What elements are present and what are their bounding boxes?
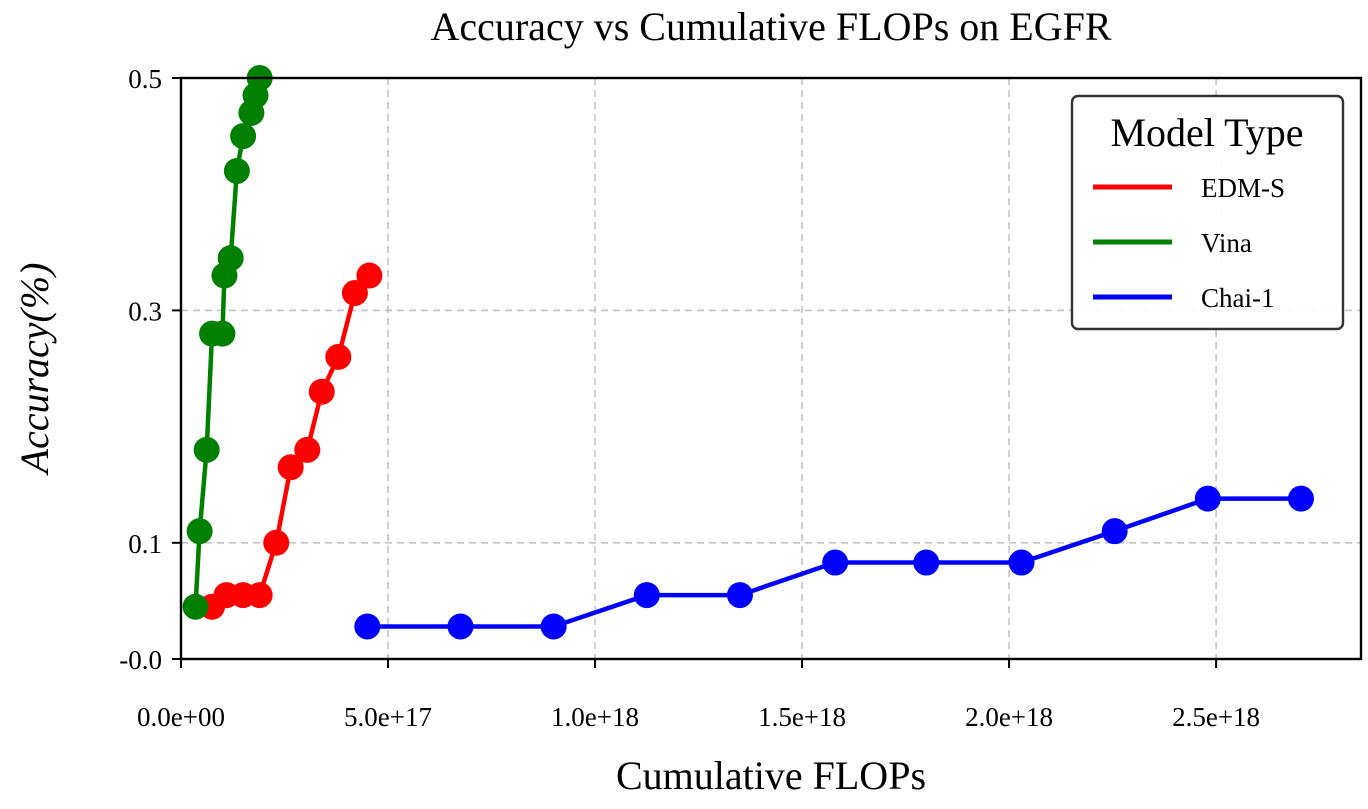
x-axis-ticks: 0.0e+00 5.0e+17 1.0e+18 1.5e+18 2.0e+18 2.5e+… bbox=[137, 659, 1260, 732]
data-point bbox=[193, 436, 220, 463]
x-tick-label: 2.5e+18 bbox=[1172, 702, 1260, 732]
x-axis-label: Cumulative FLOPs bbox=[616, 753, 926, 798]
data-point bbox=[230, 123, 257, 150]
chart-title: Accuracy vs Cumulative FLOPs on EGFR bbox=[430, 4, 1111, 49]
data-point bbox=[1101, 518, 1128, 545]
data-point bbox=[294, 436, 321, 463]
data-point bbox=[186, 518, 213, 545]
data-point bbox=[341, 279, 368, 306]
x-tick-label: 5.0e+17 bbox=[344, 702, 432, 732]
data-point bbox=[223, 157, 250, 184]
y-tick-label: 0.3 bbox=[128, 296, 162, 326]
legend-items: EDM-S Vina Chai-1 bbox=[1093, 173, 1285, 313]
data-point bbox=[354, 613, 381, 640]
data-point bbox=[217, 245, 244, 272]
data-point bbox=[633, 582, 660, 609]
legend: Model Type EDM-S Vina Chai-1 bbox=[1070, 94, 1345, 331]
series-layer bbox=[182, 65, 1314, 640]
data-point bbox=[263, 529, 290, 556]
series-vina bbox=[182, 65, 273, 620]
y-tick-label: 0.5 bbox=[128, 64, 162, 94]
data-point bbox=[277, 454, 304, 481]
plot-frame bbox=[179, 76, 1363, 661]
legend-title: Model Type bbox=[1110, 110, 1303, 155]
data-point bbox=[822, 549, 849, 576]
legend-box bbox=[1070, 94, 1345, 331]
data-point bbox=[356, 262, 383, 289]
data-point bbox=[913, 549, 940, 576]
y-tick-label: 0.1 bbox=[128, 529, 162, 559]
x-tick-label: 1.0e+18 bbox=[551, 702, 639, 732]
data-point bbox=[182, 593, 209, 620]
y-tick-label: -0.0 bbox=[119, 645, 162, 675]
y-axis-ticks: -0.0 0.1 0.3 0.5 bbox=[119, 64, 181, 675]
data-point bbox=[209, 320, 236, 347]
data-point bbox=[325, 343, 352, 370]
x-tick-label: 0.0e+00 bbox=[137, 702, 225, 732]
legend-entry-label: Chai-1 bbox=[1201, 283, 1275, 313]
series-edm-s bbox=[199, 262, 383, 620]
data-point bbox=[447, 613, 474, 640]
data-point bbox=[308, 378, 335, 405]
data-point bbox=[1287, 485, 1314, 512]
data-point bbox=[246, 582, 273, 609]
data-point bbox=[1194, 485, 1221, 512]
data-point bbox=[1008, 549, 1035, 576]
legend-entry-label: EDM-S bbox=[1201, 173, 1285, 203]
x-tick-label: 2.0e+18 bbox=[965, 702, 1053, 732]
legend-entry-label: Vina bbox=[1201, 228, 1252, 258]
series-chai-1 bbox=[354, 485, 1314, 640]
data-point bbox=[726, 582, 753, 609]
x-tick-label: 1.5e+18 bbox=[758, 702, 846, 732]
series-line bbox=[210, 274, 372, 609]
y-axis-label: Accuracy(%) bbox=[12, 263, 57, 477]
data-point bbox=[540, 613, 567, 640]
